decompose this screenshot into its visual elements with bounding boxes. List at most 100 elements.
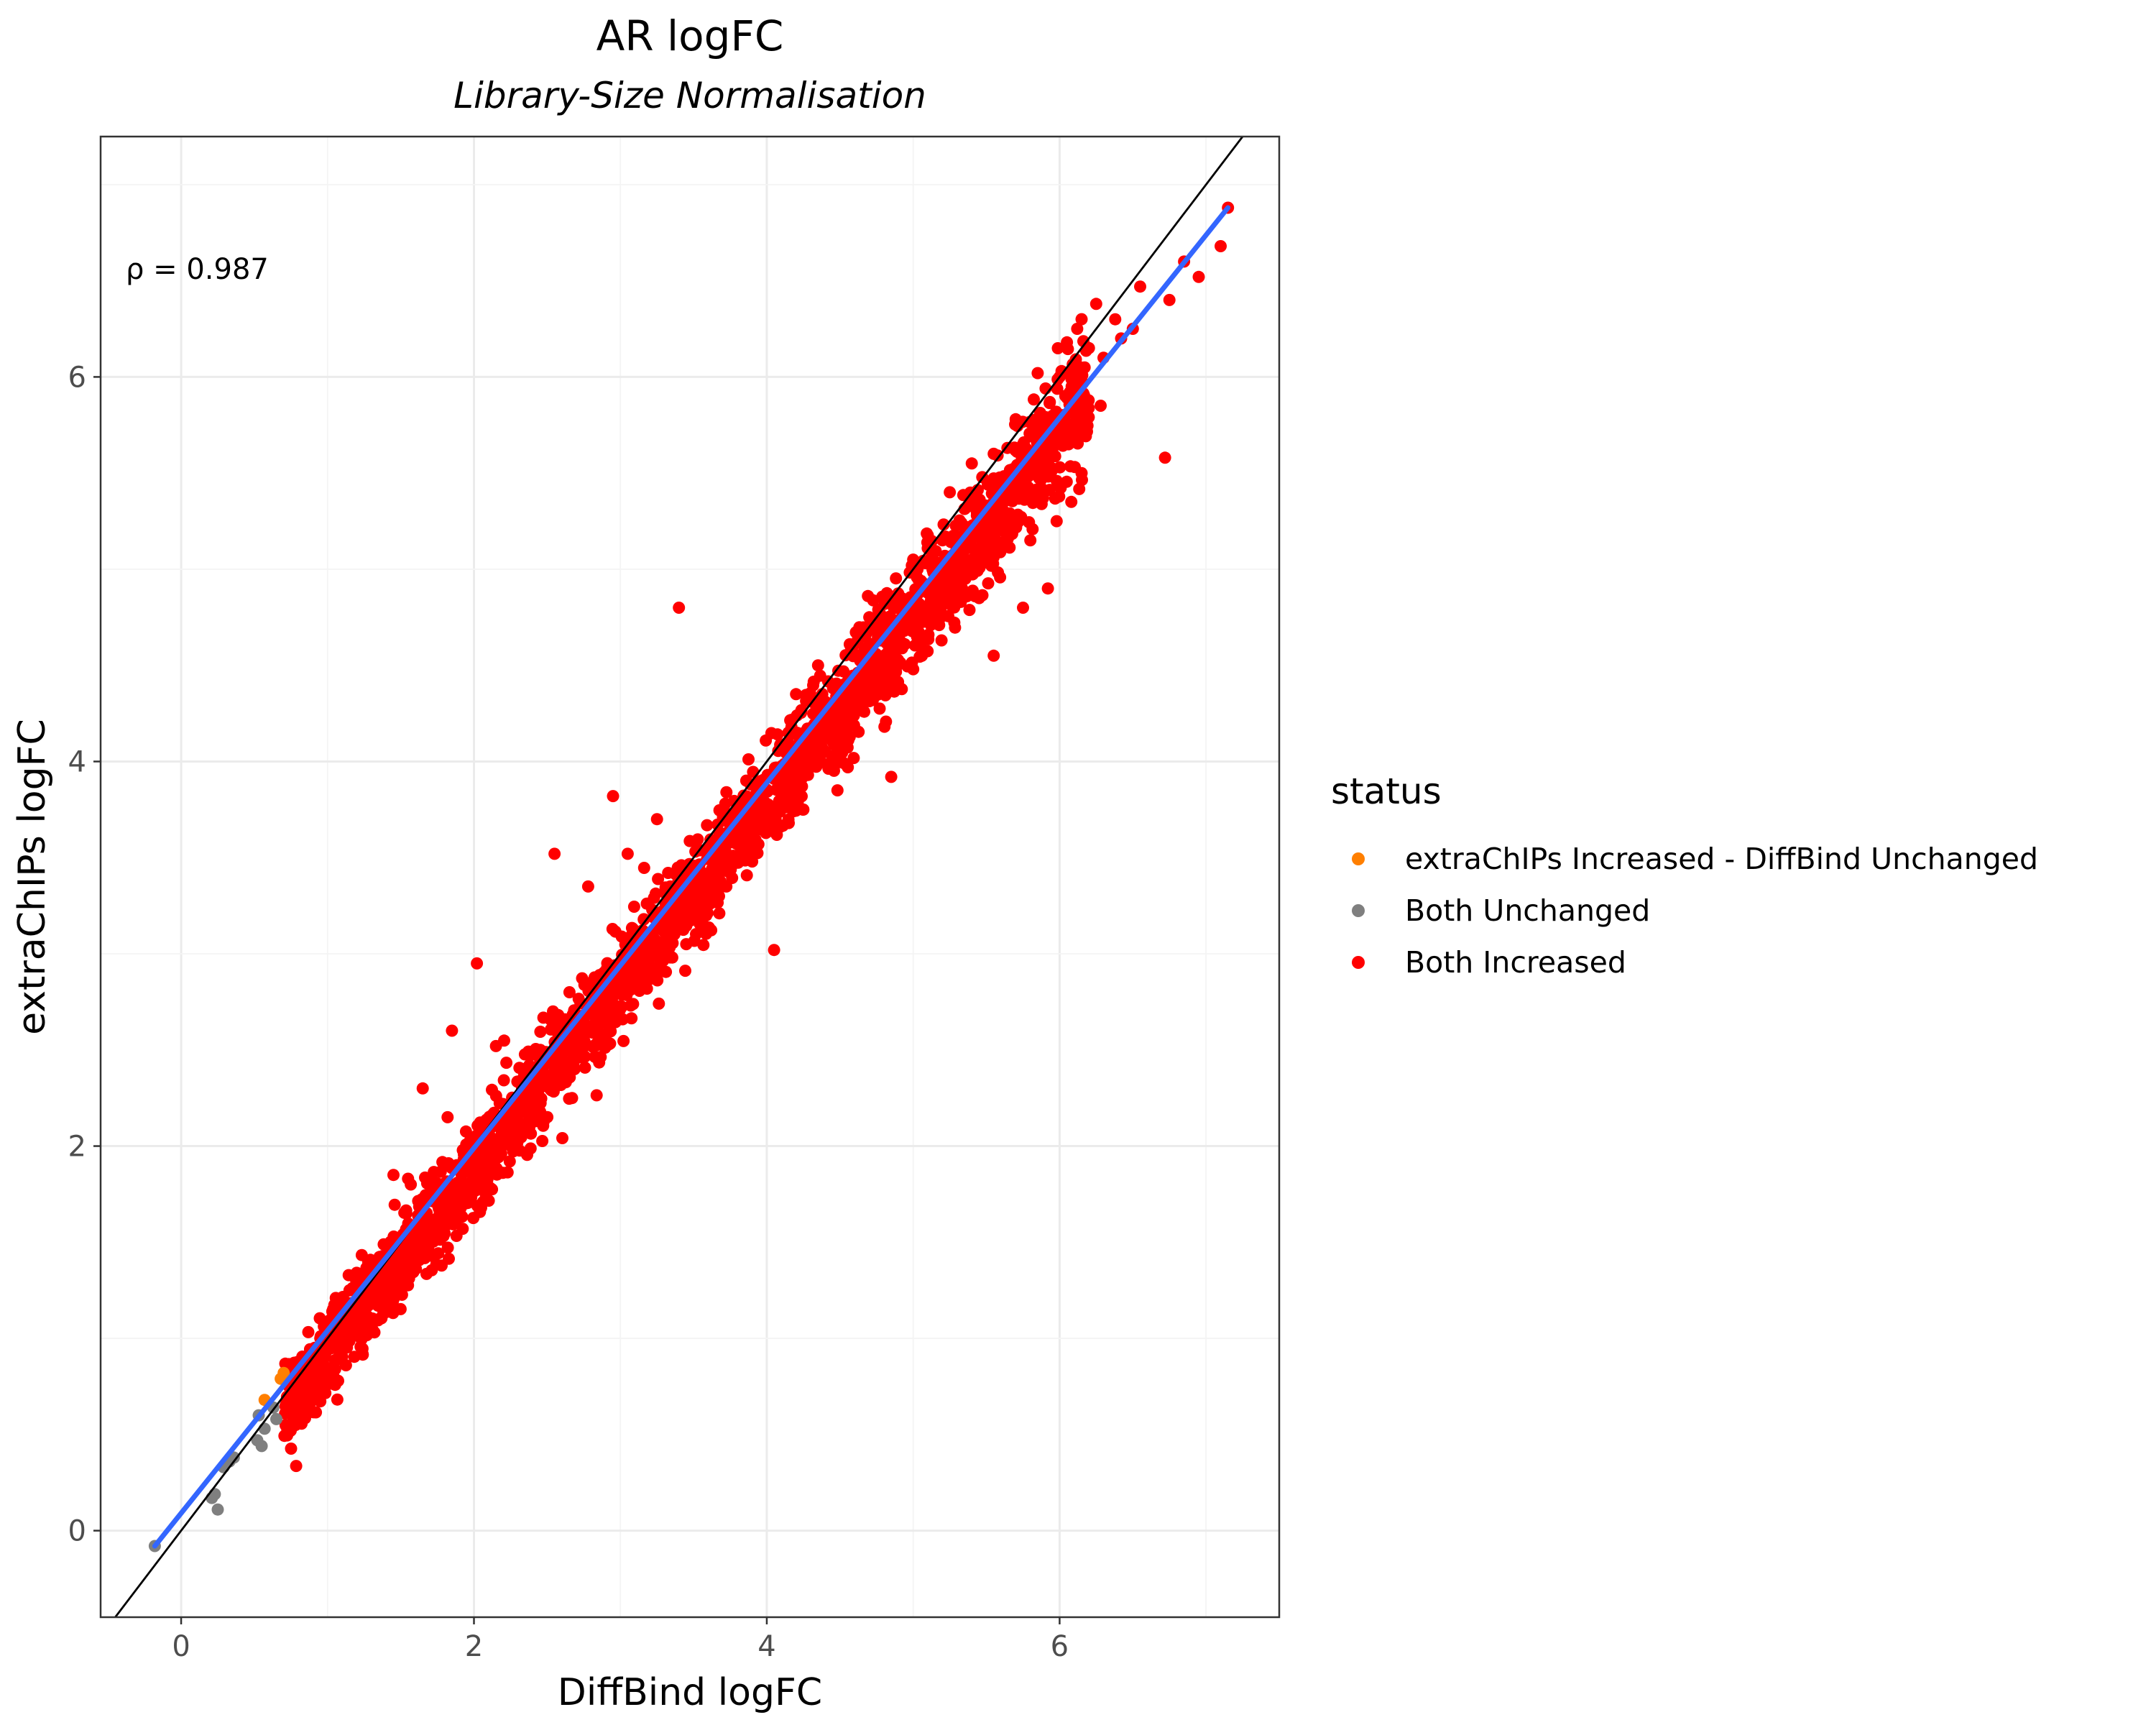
point-both-increased	[772, 745, 785, 758]
legend-title: status	[1331, 770, 1442, 812]
point-both-increased	[871, 625, 884, 638]
point-both-increased	[474, 1205, 487, 1218]
point-both-increased	[1215, 240, 1227, 252]
point-both-increased	[885, 770, 898, 783]
point-both-increased	[606, 923, 619, 935]
chart-title: AR logFC	[596, 12, 784, 60]
point-both-increased	[599, 1015, 612, 1028]
point-both-increased	[447, 1218, 460, 1230]
point-both-increased	[1067, 364, 1080, 377]
gridlines	[101, 137, 1279, 1617]
point-both-increased	[556, 1132, 568, 1144]
point-both-increased	[1059, 390, 1072, 402]
y-tick-label: 4	[68, 745, 86, 778]
point-both-increased	[1071, 323, 1084, 335]
point-both-increased	[1061, 336, 1074, 349]
point-both-increased	[453, 1207, 466, 1220]
point-both-increased	[299, 1412, 311, 1425]
point-both-increased	[422, 1223, 435, 1236]
point-both-increased	[895, 592, 908, 604]
point-both-unchanged	[211, 1503, 224, 1516]
point-both-increased	[518, 1101, 531, 1114]
point-both-increased	[626, 966, 639, 979]
point-both-increased	[567, 1057, 580, 1070]
point-both-increased	[674, 903, 687, 916]
point-both-increased	[875, 615, 888, 627]
point-both-increased	[1067, 373, 1080, 386]
point-both-increased	[512, 1132, 525, 1145]
plot-border	[99, 135, 1281, 1619]
point-both-increased	[402, 1172, 415, 1185]
point-both-increased	[675, 864, 687, 877]
point-both-increased	[944, 486, 957, 499]
point-both-increased	[876, 590, 889, 603]
point-both-increased	[456, 1223, 469, 1236]
point-both-increased	[1046, 443, 1059, 456]
point-both-increased	[579, 1061, 591, 1074]
point-both-increased	[709, 890, 722, 903]
point-both-increased	[985, 519, 998, 532]
point-both-increased	[787, 755, 800, 768]
x-tick-label: 4	[757, 1630, 775, 1663]
x-tick-label: 2	[465, 1630, 483, 1663]
point-both-increased	[342, 1269, 355, 1282]
point-both-increased	[715, 858, 728, 870]
point-both-increased	[686, 888, 699, 901]
point-both-increased	[760, 734, 773, 747]
y-axis-title: extraChIPs logFC	[11, 719, 54, 1035]
point-both-increased	[742, 753, 755, 765]
point-both-increased	[339, 1359, 352, 1371]
point-both-increased	[842, 761, 854, 773]
correlation-annotation: ρ = 0.987	[126, 253, 269, 286]
point-both-increased	[447, 1195, 460, 1208]
point-both-increased	[768, 944, 780, 957]
point-both-increased	[507, 1145, 520, 1158]
point-both-increased	[387, 1169, 400, 1182]
point-both-increased	[1051, 342, 1064, 354]
point-both-increased	[500, 1057, 513, 1070]
point-both-increased	[428, 1166, 441, 1179]
point-both-increased	[446, 1024, 459, 1037]
point-both-increased	[493, 1097, 506, 1110]
point-both-increased	[701, 819, 714, 832]
legend: status extraChIPs Increased - DiffBind U…	[1331, 770, 2038, 980]
point-both-increased	[474, 1116, 487, 1129]
point-both-increased	[534, 1026, 547, 1038]
point-both-increased	[797, 803, 810, 816]
point-both-increased	[801, 738, 814, 751]
x-tick-label: 6	[1051, 1630, 1069, 1663]
point-both-increased	[633, 985, 646, 997]
point-both-increased	[372, 1312, 385, 1325]
point-both-increased	[738, 845, 751, 858]
point-both-increased	[1044, 395, 1056, 408]
point-both-increased	[906, 625, 919, 638]
point-both-increased	[625, 929, 637, 942]
point-both-increased	[1021, 481, 1033, 494]
point-both-increased	[497, 1074, 510, 1087]
point-both-increased	[331, 1393, 344, 1406]
point-both-increased	[496, 1121, 508, 1133]
trend-lines	[114, 137, 1244, 1617]
point-both-increased	[933, 619, 946, 632]
point-both-increased	[1158, 451, 1171, 464]
point-both-increased	[986, 548, 999, 561]
point-both-increased	[388, 1198, 401, 1211]
point-both-increased	[627, 901, 640, 913]
point-both-increased	[742, 811, 755, 824]
point-both-increased	[311, 1392, 324, 1405]
point-both-increased	[1082, 341, 1095, 354]
point-both-increased	[1024, 490, 1037, 503]
point-both-increased	[1034, 481, 1047, 494]
point-both-increased	[664, 951, 676, 964]
point-both-increased	[652, 873, 665, 886]
point-both-increased	[637, 913, 650, 926]
point-both-increased	[1075, 466, 1088, 479]
point-both-increased	[842, 719, 855, 732]
point-both-increased	[594, 1051, 607, 1064]
point-both-increased	[819, 745, 831, 758]
point-both-increased	[803, 687, 816, 700]
point-both-increased	[916, 643, 929, 656]
point-both-increased	[566, 1092, 579, 1105]
point-both-increased	[841, 741, 854, 754]
point-both-increased	[394, 1302, 407, 1315]
